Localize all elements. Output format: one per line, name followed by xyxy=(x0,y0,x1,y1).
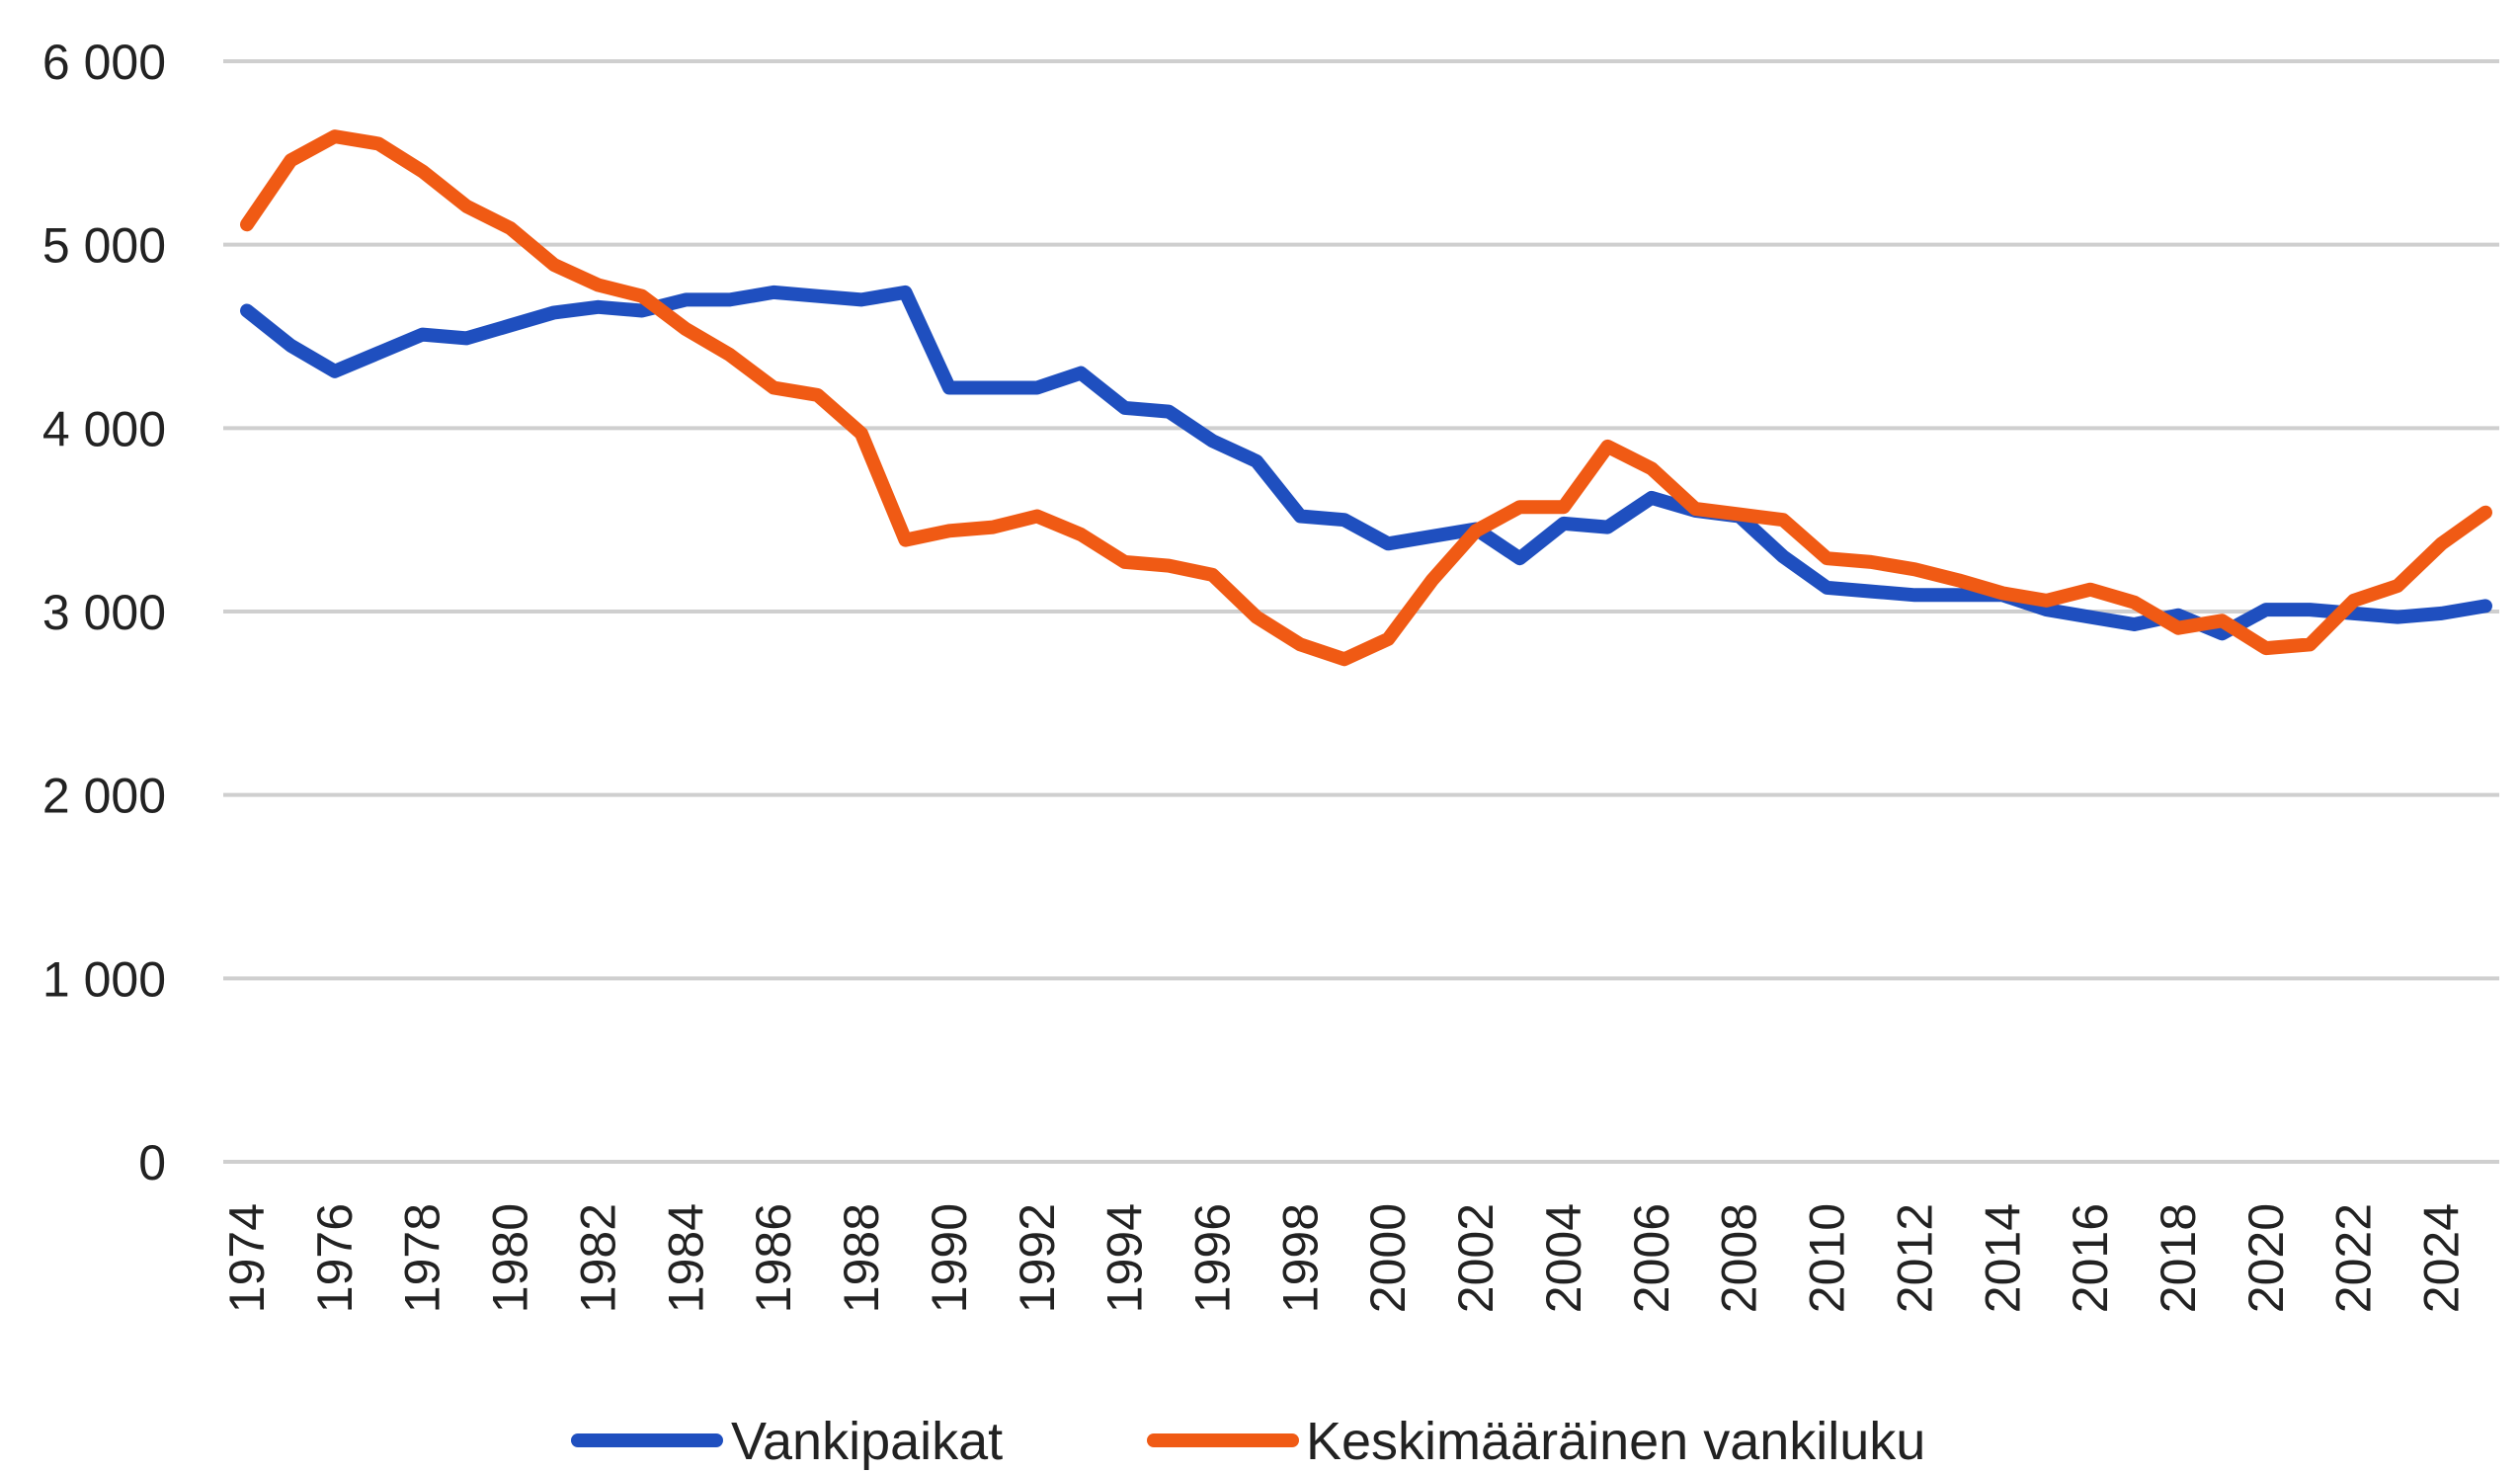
y-tick-label: 4 000 xyxy=(42,401,166,456)
x-tick-label: 1980 xyxy=(483,1203,538,1313)
x-tick-label: 1994 xyxy=(1097,1203,1153,1313)
x-tick-label: 1988 xyxy=(834,1203,889,1313)
x-tick-label: 2014 xyxy=(1975,1203,2030,1313)
x-tick-label: 2000 xyxy=(1360,1203,1416,1313)
x-tick-label: 2018 xyxy=(2151,1203,2206,1313)
x-tick-label: 2016 xyxy=(2063,1203,2118,1313)
y-tick-label: 1 000 xyxy=(42,951,166,1007)
x-tick-label: 2020 xyxy=(2238,1203,2294,1313)
x-tick-label: 2002 xyxy=(1448,1203,1504,1313)
x-tick-label: 1992 xyxy=(1010,1203,1065,1313)
x-tick-label: 2008 xyxy=(1712,1203,1767,1313)
y-tick-label: 0 xyxy=(138,1135,166,1190)
x-tick-label: 1976 xyxy=(307,1203,363,1313)
x-tick-label: 1996 xyxy=(1184,1203,1240,1313)
x-axis-tick-labels: 1974 1976 1978 1980 1982 1984 1986 1988 1990 1992… xyxy=(219,1203,2470,1313)
legend: Vankipaikat Keskimääräinen vankiluku xyxy=(571,1412,1925,1471)
series-line-vankipaikat xyxy=(240,285,2492,641)
x-tick-label: 1990 xyxy=(922,1203,977,1313)
x-tick-label: 1984 xyxy=(658,1203,713,1313)
y-tick-label: 6 000 xyxy=(42,35,166,90)
x-tick-label: 1974 xyxy=(219,1203,275,1313)
gridlines xyxy=(223,59,2499,1164)
legend-label: Keskimääräinen vankiluku xyxy=(1306,1412,1925,1471)
x-tick-label: 2012 xyxy=(1887,1203,1942,1313)
x-tick-label: 2010 xyxy=(1800,1203,1855,1313)
series-lines xyxy=(240,129,2492,667)
x-tick-label: 1978 xyxy=(395,1203,450,1313)
y-axis-tick-labels: 0 1 000 2 000 3 000 4 000 5 000 6 000 xyxy=(42,35,166,1190)
y-tick-label: 2 000 xyxy=(42,769,166,824)
legend-label: Vankipaikat xyxy=(731,1412,1003,1471)
x-tick-label: 2004 xyxy=(1536,1203,1591,1313)
series-line-keskimaarainen-vankiluku xyxy=(240,129,2492,667)
y-tick-label: 3 000 xyxy=(42,585,166,640)
x-tick-label: 1982 xyxy=(570,1203,625,1313)
x-tick-label: 2006 xyxy=(1624,1203,1679,1313)
x-tick-label: 1986 xyxy=(746,1203,801,1313)
x-tick-label: 1998 xyxy=(1272,1203,1328,1313)
y-tick-label: 5 000 xyxy=(42,218,166,274)
x-tick-label: 2024 xyxy=(2414,1203,2470,1313)
x-tick-label: 2022 xyxy=(2326,1203,2382,1313)
